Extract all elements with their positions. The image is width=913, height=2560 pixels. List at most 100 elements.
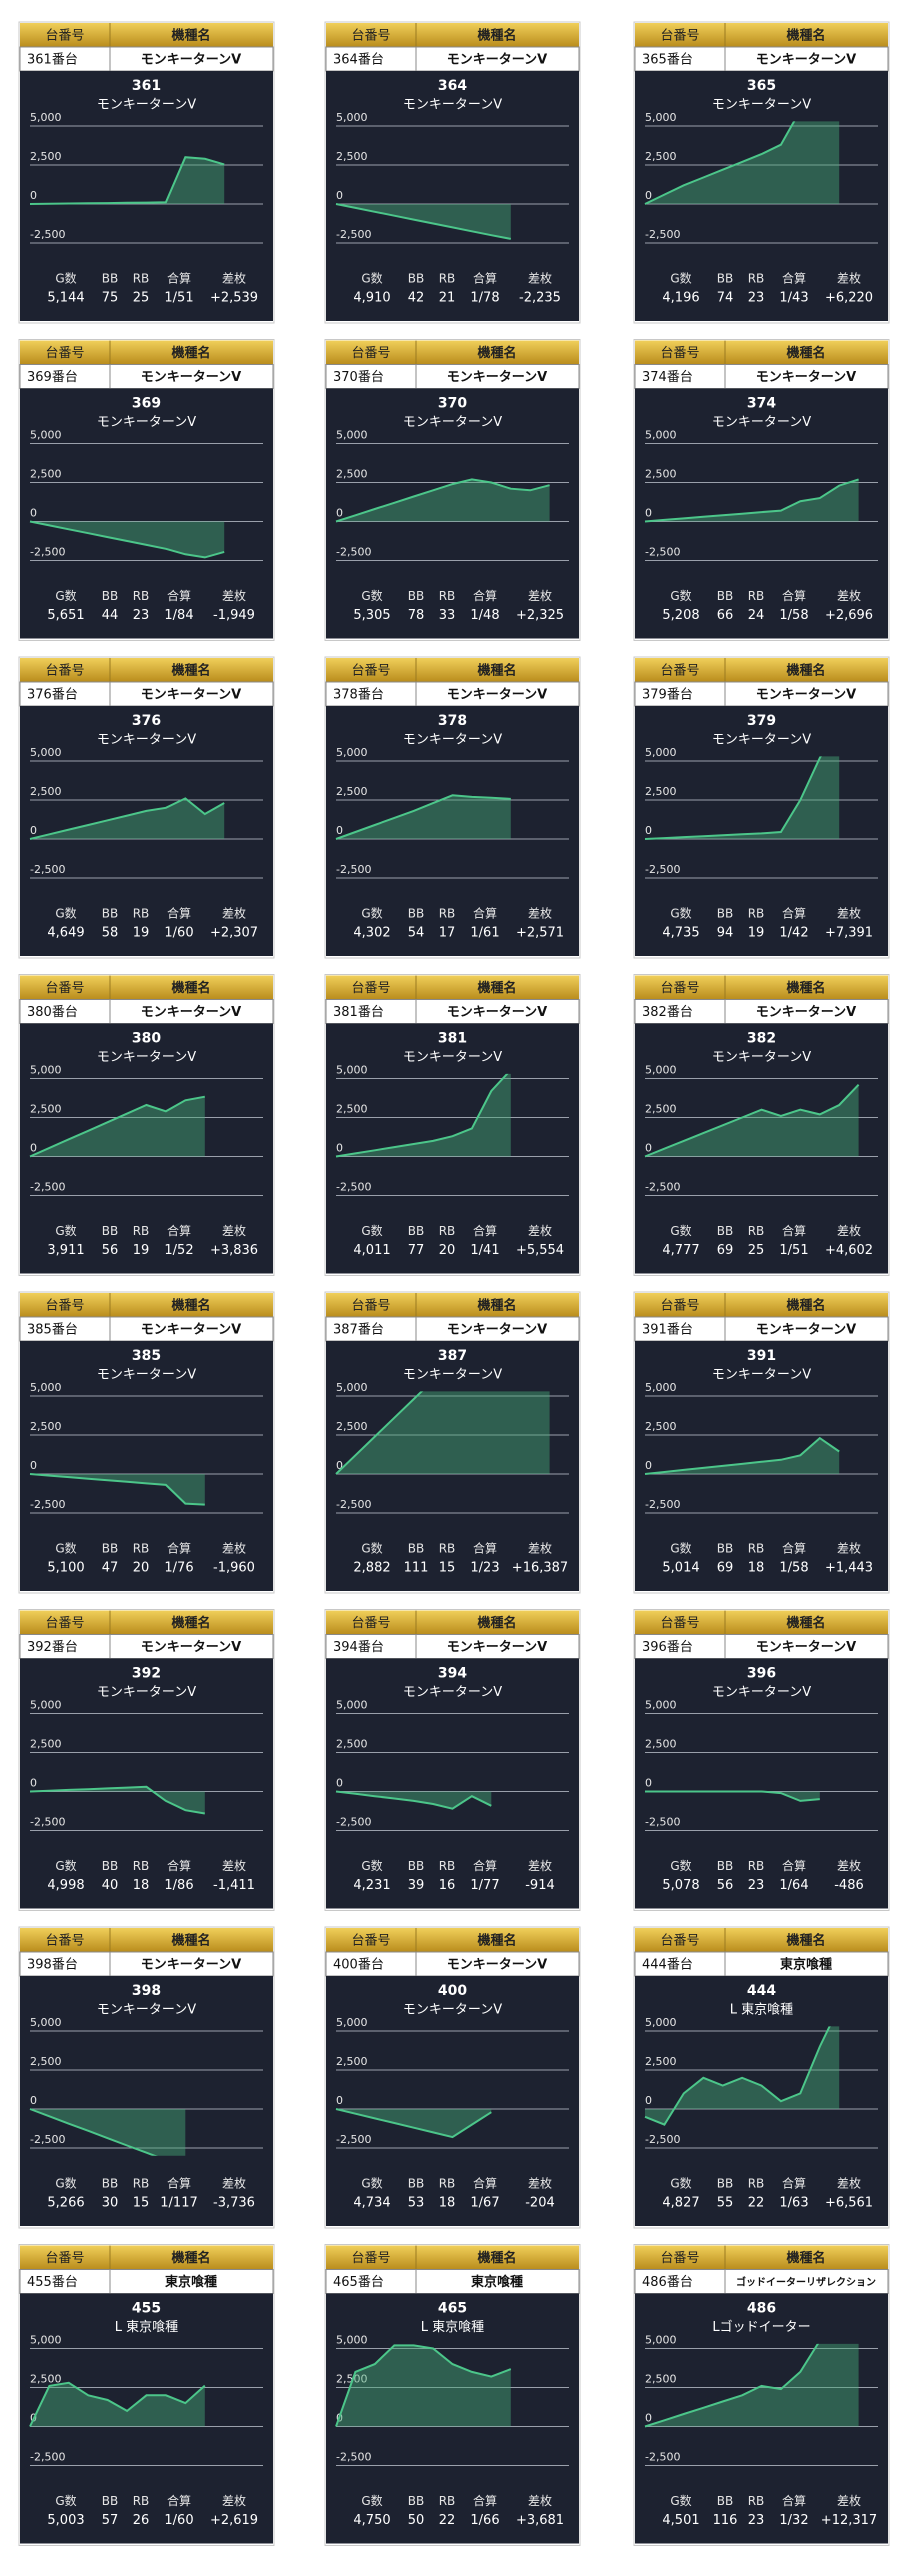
stat-header: 差枚 — [528, 906, 552, 921]
stat-header: G数 — [361, 1223, 382, 1238]
stat-header: 差枚 — [222, 1541, 246, 1556]
stat-header: G数 — [55, 271, 76, 286]
machine-number: 486番台 — [642, 2275, 693, 2290]
line — [644, 121, 796, 205]
header-bar — [635, 1293, 888, 1317]
area — [30, 1096, 205, 1157]
stat-value: 1/23 — [470, 1561, 499, 1576]
y-tick-label: -2,500 — [30, 1181, 65, 1194]
stat-header: BB — [408, 589, 424, 603]
stat-header: RB — [439, 1859, 456, 1873]
stat-header: G数 — [55, 2176, 76, 2191]
stat-value: 1/117 — [160, 2196, 197, 2211]
stat-value: 75 — [102, 291, 119, 306]
stat-value: 1/64 — [779, 1878, 808, 1893]
chart-name: モンキーターンV — [403, 415, 502, 430]
number-row — [325, 681, 580, 707]
number-header: 台番号 — [660, 1934, 699, 1949]
stat-value: 5,651 — [47, 608, 84, 623]
stat-value: 116 — [713, 2513, 738, 2528]
stat-value: 18 — [439, 2196, 456, 2211]
stat-value: +2,539 — [210, 291, 258, 306]
line — [644, 2343, 820, 2428]
machine-number: 400番台 — [333, 1958, 384, 1973]
line — [335, 1790, 492, 1810]
stat-value: 1/43 — [779, 291, 808, 306]
area — [645, 756, 840, 839]
stat-header: RB — [439, 589, 456, 603]
y-tick-label: 0 — [336, 189, 343, 202]
machine-number: 370番台 — [333, 370, 384, 385]
y-tick-label: 0 — [645, 507, 652, 520]
stat-value: 19 — [748, 926, 765, 941]
chart-title: 365 — [747, 78, 776, 94]
stat-header: BB — [408, 272, 424, 286]
machine-number: 398番台 — [27, 1958, 78, 1973]
chart-panel — [20, 1023, 273, 1274]
stat-value: 5,100 — [47, 1561, 84, 1576]
y-tick-label: 5,000 — [30, 111, 62, 124]
y-tick-label: 5,000 — [645, 2334, 677, 2347]
chart-title: 444 — [747, 1983, 776, 1999]
stat-header: RB — [439, 1224, 456, 1238]
stat-header: G数 — [361, 588, 382, 603]
plot — [29, 520, 225, 559]
plot — [644, 2343, 859, 2428]
stat-value: +3,836 — [210, 1243, 258, 1258]
stat-header: 合算 — [782, 906, 806, 921]
chart-title: 378 — [438, 713, 467, 729]
chart-title: 387 — [438, 1348, 467, 1364]
number-row — [634, 364, 889, 389]
y-tick-label: 2,500 — [645, 785, 677, 798]
number-row — [634, 681, 889, 707]
name-header: 機種名 — [786, 1615, 825, 1631]
y-tick-label: -2,500 — [336, 546, 371, 559]
machine-name: モンキーターンV — [756, 53, 856, 68]
y-tick-label: -2,500 — [645, 1498, 680, 1511]
chart-name: モンキーターンV — [403, 1685, 502, 1700]
name-header: 機種名 — [477, 2250, 516, 2266]
number-header: 台番号 — [45, 346, 84, 361]
stat-value: 4,649 — [47, 926, 84, 941]
y-tick-label: 5,000 — [336, 111, 368, 124]
number-header: 台番号 — [351, 664, 390, 679]
stat-header: 差枚 — [222, 906, 246, 921]
chart-name: モンキーターンV — [97, 1050, 196, 1065]
line — [645, 1790, 820, 1802]
plot — [29, 2108, 186, 2156]
machine-number: 387番台 — [333, 1323, 384, 1338]
y-tick-label: 0 — [645, 1777, 652, 1790]
header-bar — [635, 23, 888, 47]
chart-title: 379 — [747, 713, 776, 729]
stat-header: G数 — [55, 906, 76, 921]
stat-header: 差枚 — [222, 271, 246, 286]
y-tick-label: 5,000 — [30, 2016, 62, 2029]
chart-name: モンキーターンV — [403, 2003, 502, 2018]
number-header: 台番号 — [351, 1934, 390, 1949]
plot — [29, 156, 225, 205]
chart-title: 392 — [132, 1666, 161, 1682]
line — [335, 2108, 492, 2139]
number-header: 台番号 — [351, 29, 390, 44]
number-header: 台番号 — [660, 981, 699, 996]
number-header: 台番号 — [351, 1299, 390, 1314]
stat-header: BB — [408, 907, 424, 921]
number-header: 台番号 — [45, 664, 84, 679]
machine-name: モンキーターンV — [141, 1005, 241, 1020]
y-tick-label: 2,500 — [645, 1103, 677, 1116]
header-bar — [326, 2245, 579, 2270]
stat-header: RB — [748, 2177, 765, 2191]
y-tick-label: 2,500 — [336, 1738, 368, 1751]
y-tick-label: 0 — [30, 507, 37, 520]
machine-number: 369番台 — [27, 370, 78, 385]
y-tick-label: -2,500 — [30, 1498, 65, 1511]
machine-name: モンキーターンV — [756, 370, 856, 385]
stat-header: G数 — [670, 2493, 691, 2508]
area — [30, 2382, 205, 2427]
line — [335, 1073, 509, 1158]
area — [645, 479, 859, 522]
